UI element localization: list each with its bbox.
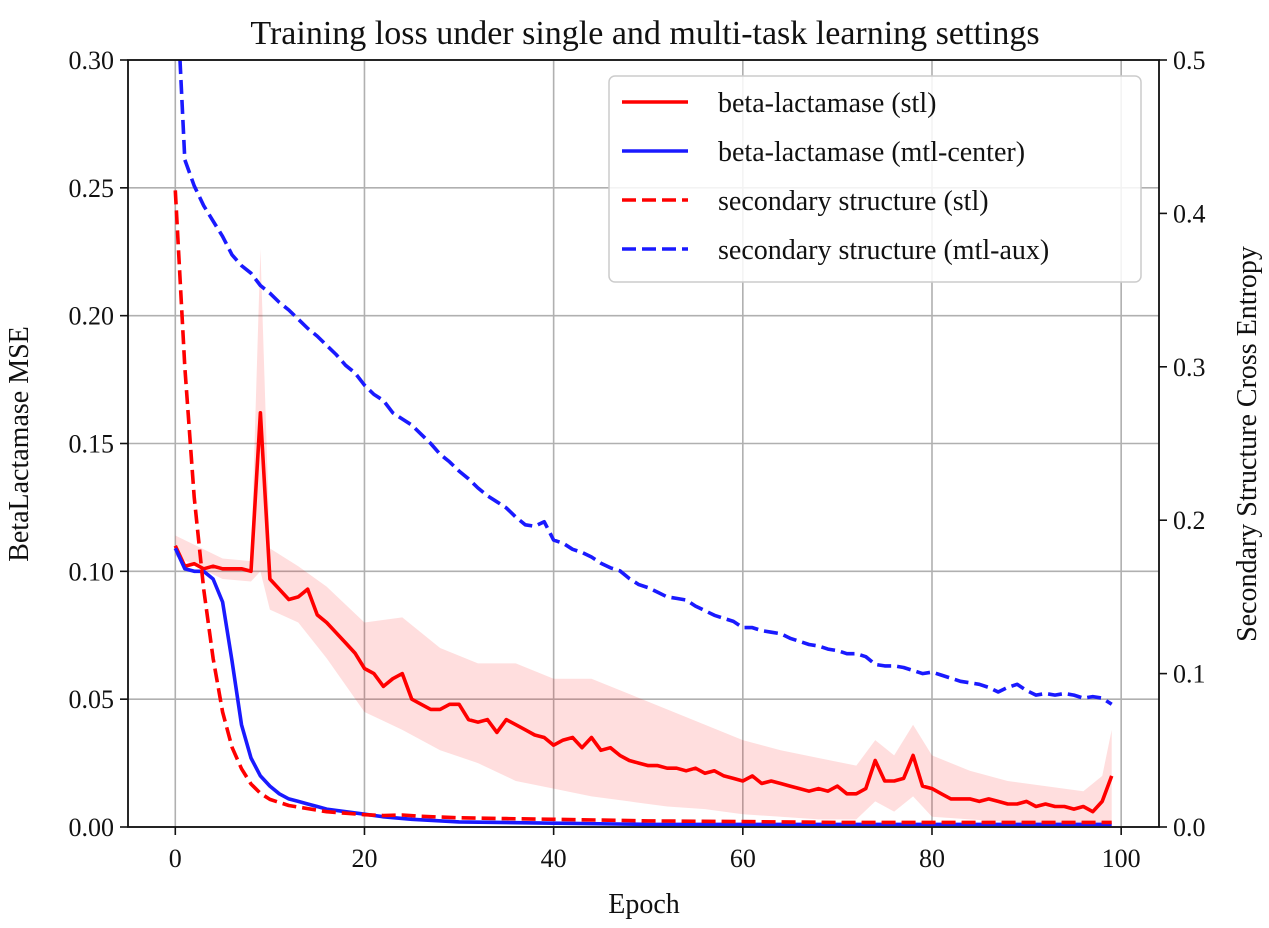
legend-label: secondary structure (mtl-aux)	[718, 235, 1049, 266]
x-tick-label: 40	[541, 844, 567, 873]
y-right-tick-label: 0.5	[1173, 46, 1206, 75]
y-right-axis-title: Secondary Structure Cross Entropy	[1232, 246, 1263, 642]
y-left-tick-label: 0.05	[69, 685, 115, 714]
x-tick-label: 100	[1102, 844, 1141, 873]
y-left-axis-title: BetaLactamase MSE	[4, 326, 35, 562]
series-layer	[173, 60, 1114, 827]
y-left-tick-label: 0.20	[69, 302, 115, 331]
confidence-band	[175, 249, 1112, 825]
x-tick-label: 20	[351, 844, 377, 873]
y-right-axis-ticks: 0.0 0.1 0.2 0.3 0.4 0.5	[1159, 46, 1206, 842]
series-line-2	[173, 547, 1112, 827]
legend-label: beta-lactamase (stl)	[718, 88, 936, 119]
x-tick-label: 60	[730, 844, 756, 873]
y-right-tick-label: 0.0	[1173, 813, 1206, 842]
chart-title: Training loss under single and multi-tas…	[250, 15, 1039, 52]
legend-box	[608, 75, 1142, 283]
y-right-tick-label: 0.4	[1173, 199, 1206, 228]
y-left-axis-ticks: 0.00 0.05 0.10 0.15 0.20 0.25 0.30	[69, 46, 128, 842]
y-left-tick-label: 0.25	[69, 174, 115, 203]
grid	[128, 59, 1159, 828]
x-axis-ticks: 0 20 40 60 80 100	[169, 827, 1141, 873]
series-line-4	[178, 60, 1113, 706]
y-left-tick-label: 0.15	[69, 430, 115, 459]
y-right-tick-label: 0.1	[1173, 660, 1206, 689]
x-tick-label: 80	[919, 844, 945, 873]
series-line-1	[173, 410, 1114, 814]
legend-label: secondary structure (stl)	[718, 186, 989, 217]
y-right-tick-label: 0.3	[1173, 353, 1206, 382]
y-left-tick-label: 0.00	[69, 813, 115, 842]
y-right-tick-label: 0.2	[1173, 506, 1206, 535]
series-line-3	[173, 190, 1112, 825]
y-left-tick-label: 0.10	[69, 557, 115, 586]
band-layer	[175, 249, 1112, 825]
x-axis-title: Epoch	[608, 889, 680, 920]
legend: beta-lactamase (stl) beta-lactamase (mtl-…	[608, 75, 1142, 283]
legend-label: beta-lactamase (mtl-center)	[718, 137, 1025, 168]
y-left-tick-label: 0.30	[69, 46, 115, 75]
x-tick-label: 0	[169, 844, 182, 873]
